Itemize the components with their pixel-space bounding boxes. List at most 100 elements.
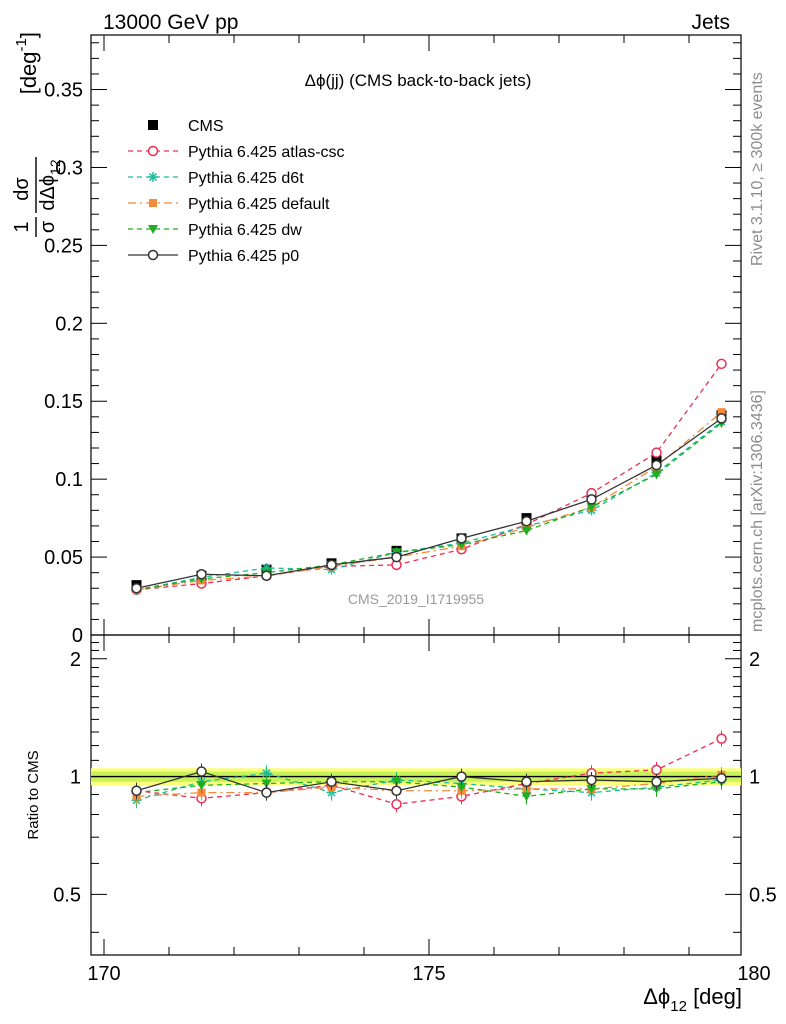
main-data-point — [586, 503, 597, 513]
rivet-label: Rivet 3.1.10, ≥ 300k events — [749, 72, 766, 266]
legend-label: CMS — [188, 118, 224, 135]
x-tick-label: 175 — [412, 963, 445, 985]
legend-label: Pythia 6.425 p0 — [188, 248, 299, 265]
ratio-data-point — [131, 785, 142, 796]
main-data-point — [261, 570, 272, 582]
main-y-tick-label: 0.1 — [55, 469, 83, 491]
ratio-data-point — [716, 773, 727, 784]
main-series-4 — [131, 419, 727, 595]
ratio-data-point — [716, 733, 727, 744]
legend-label: Pythia 6.425 default — [188, 196, 330, 213]
ylabel-dden: dΔϕ12 — [37, 159, 63, 210]
legend-marker — [147, 249, 159, 261]
main-series-line — [136, 363, 723, 591]
ratio-data-point — [456, 783, 467, 793]
main-title: Δϕ(jj) (CMS back-to-back jets) — [305, 71, 532, 90]
ratio-series-line — [136, 770, 722, 794]
ratio-data-point — [586, 784, 597, 794]
legend-label: Pythia 6.425 atlas-csc — [188, 144, 345, 161]
main-data-point — [391, 551, 402, 563]
ratio-data-point — [456, 771, 467, 782]
analysis-watermark: CMS_2019_I1719955 — [348, 591, 484, 607]
main-y-tick-label: 0.35 — [44, 80, 83, 102]
ratio-data-point — [391, 785, 402, 796]
ylabel-unit: [deg-1] — [13, 32, 41, 94]
ylabel-num: 1 — [11, 221, 33, 232]
header-right: Jets — [691, 11, 730, 34]
ratio-panel-frame — [90, 634, 742, 956]
ylabel-dnum: dσ — [11, 177, 33, 201]
ratio-y-tick-label-right: 2 — [749, 649, 760, 671]
legend-marker — [148, 225, 158, 234]
main-series-line — [136, 420, 722, 591]
main-series-2 — [131, 416, 727, 595]
ratio-series-4 — [131, 763, 727, 801]
ratio-y-tick-label-right: 0.5 — [749, 884, 777, 906]
x-axis-label: Δϕ12 [deg] — [643, 984, 742, 1015]
ratio-data-point — [586, 774, 597, 786]
main-y-tick-label: 0.3 — [55, 157, 83, 179]
legend-marker — [148, 172, 158, 182]
ratio-y-tick-label: 2 — [70, 649, 81, 671]
ratio-y-tick-label: 0.5 — [53, 884, 81, 906]
ratio-data-point — [326, 776, 337, 787]
ratio-data-point — [196, 766, 207, 777]
header-left: 13000 GeV pp — [103, 11, 238, 34]
main-data-point — [651, 470, 662, 480]
main-y-axis-label: [deg-1] 1 σ dσ dΔϕ12 — [11, 32, 63, 237]
axis-ticks: 0 0.05 0.1 0.15 0.2 0.25 0.3 0.35 170 175 180 0.5 0.… — [44, 35, 777, 985]
main-data-point — [521, 515, 532, 527]
main-y-tick-label: 0.15 — [44, 391, 83, 413]
main-series-line — [136, 422, 722, 591]
ratio-data-point — [196, 781, 207, 791]
main-series-1 — [131, 358, 727, 596]
main-data-point — [586, 494, 597, 505]
ylabel-den: σ — [37, 220, 59, 233]
ratio-data-point — [391, 798, 402, 810]
main-series-5 — [131, 413, 727, 594]
main-data-point — [456, 533, 467, 544]
main-data-point — [196, 568, 207, 580]
main-data-point — [521, 526, 532, 536]
main-series-0 — [131, 410, 727, 591]
main-data-point — [717, 408, 726, 417]
ratio-data-point — [521, 792, 532, 802]
legend-label: Pythia 6.425 d6t — [188, 170, 304, 187]
main-data-point — [651, 447, 662, 458]
ratio-data-point — [651, 776, 662, 787]
main-series-line — [136, 417, 722, 589]
main-data-point — [716, 413, 727, 424]
legend: CMS Pythia 6.425 atlas-csc Pythia 6.425 d6… — [128, 118, 345, 265]
ratio-series-line — [136, 774, 722, 798]
main-series-line — [136, 411, 722, 591]
legend-marker — [148, 120, 158, 130]
ratio-series — [131, 730, 727, 813]
main-y-tick-label: 0.2 — [55, 313, 83, 335]
ratio-data-point — [391, 777, 402, 787]
main-data-point — [651, 459, 662, 471]
ratio-series-line — [136, 772, 722, 801]
main-data-point — [716, 358, 727, 370]
legend-label: Pythia 6.425 dw — [188, 222, 302, 239]
mcplots-label: mcplots.cern.ch [arXiv:1306.3436] — [749, 390, 766, 632]
main-y-tick-label: 0.25 — [44, 235, 83, 257]
x-tick-label: 180 — [737, 963, 770, 985]
main-data-point — [131, 582, 142, 594]
legend-marker — [149, 199, 157, 207]
ratio-data-point — [261, 779, 272, 789]
ratio-y-tick-label-right: 1 — [749, 767, 760, 789]
ratio-data-point — [261, 787, 272, 798]
main-series — [131, 358, 727, 596]
main-series-3 — [132, 408, 726, 594]
ratio-reference-band — [91, 768, 741, 786]
main-data-point — [326, 559, 337, 571]
legend-marker — [147, 145, 159, 157]
ratio-data-point — [651, 764, 662, 776]
ratio-series-line — [136, 781, 722, 798]
main-y-tick-label: 0.05 — [44, 547, 83, 569]
ratio-y-tick-label: 1 — [70, 767, 81, 789]
x-tick-label: 170 — [87, 963, 120, 985]
main-y-tick-label: 0 — [72, 625, 83, 647]
ratio-data-point — [521, 776, 532, 787]
